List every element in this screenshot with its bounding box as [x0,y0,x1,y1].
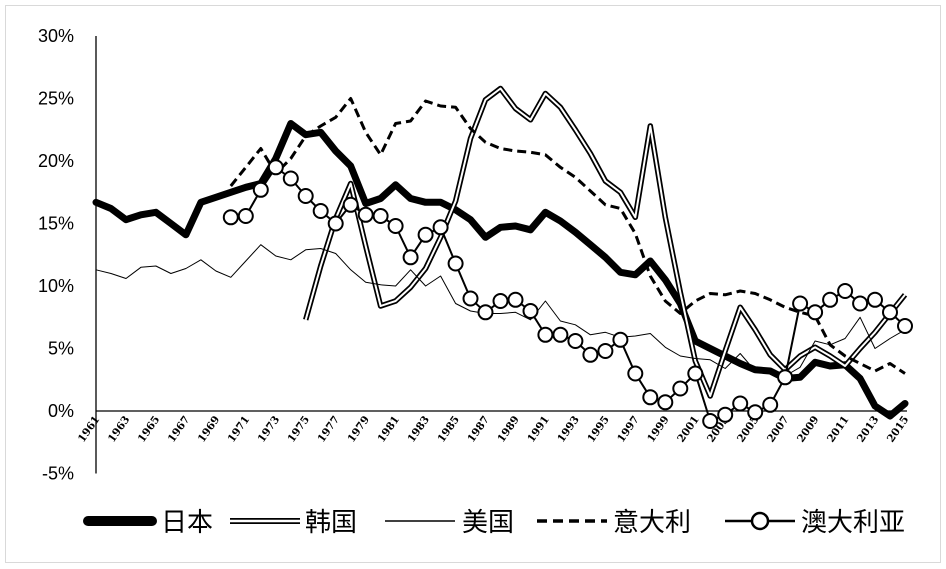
y-tick-label: 25% [38,89,74,109]
data-point-australia [807,304,824,321]
data-point-australia [297,188,314,204]
legend-label-korea: 韩国 [305,508,357,538]
data-point-australia [522,303,539,319]
legend-label-australia: 澳大利亚 [801,508,905,538]
data-point-australia [507,291,524,308]
data-point-australia [597,343,614,359]
y-tick-label: -5% [42,464,74,484]
data-point-australia [492,293,509,309]
data-point-australia [282,170,299,187]
data-point-australia [582,346,599,363]
data-point-australia [567,333,584,349]
data-point-australia [732,395,749,412]
data-point-australia [762,396,779,413]
data-point-australia [717,406,734,423]
y-tick-label: 10% [38,276,74,296]
data-point-australia [432,219,449,236]
legend-item-usa: 美国 [385,508,514,538]
series-line-italy [229,97,906,375]
series-japan [92,120,909,420]
y-tick-label: 20% [38,151,74,171]
data-point-australia [612,331,629,348]
data-point-australia [747,404,764,421]
legend-label-japan: 日本 [161,508,213,538]
data-point-australia [342,196,359,213]
data-point-australia [852,295,869,312]
data-point-australia [792,295,809,312]
data-point-australia [822,291,839,308]
data-point-australia [222,209,239,226]
data-point-australia [687,365,704,382]
data-point-australia [312,203,329,219]
series-line-usa [95,244,906,377]
data-point-australia [627,365,644,382]
data-point-australia [552,326,569,343]
data-point-australia [537,326,554,343]
data-point-australia [867,291,883,308]
data-point-australia [477,304,494,321]
plot-series [92,85,913,429]
y-axis-tick-labels: 30% 25% 20% 15% 10% 5% 0% -5% [38,26,74,484]
series-line-japan [92,120,909,420]
legend-item-australia: 澳大利亚 [725,508,905,538]
legend-item-japan: 日本 [83,508,213,538]
data-point-australia [372,208,389,224]
data-point-australia [642,389,659,406]
data-point-australia [267,159,284,176]
data-point-australia [327,215,344,232]
data-point-australia [417,226,434,243]
y-tick-label: 5% [48,339,74,359]
data-point-australia [897,318,913,334]
data-point-australia [252,181,269,198]
data-point-australia [387,218,404,234]
series-australia [222,159,913,429]
series-usa [95,244,906,377]
series-italy [229,97,906,375]
legend-label-italy: 意大利 [613,508,691,538]
legend-marker-australia [750,511,770,531]
data-point-australia [882,304,898,321]
legend-item-korea: 韩国 [230,508,357,538]
data-point-australia [357,206,374,223]
legend: 日本 韩国 美国 意大利 澳大利亚 [83,508,905,538]
legend-label-usa: 美国 [462,508,514,538]
series-line-korea-inner [304,87,906,397]
data-point-australia [672,380,689,397]
data-point-australia [837,283,854,299]
y-tick-label: 0% [48,401,74,421]
legend-item-italy: 意大利 [537,508,691,538]
data-point-australia [777,369,794,386]
data-point-australia [702,413,719,429]
data-point-australia [447,255,464,272]
chart-border [5,5,941,563]
y-tick-label: 30% [38,26,74,46]
data-point-australia [237,208,254,224]
y-tick-label: 15% [38,214,74,234]
series-korea [303,85,908,399]
data-point-australia [657,394,674,411]
data-point-australia [462,290,479,307]
series-line-australia [230,166,906,422]
data-point-australia [402,249,419,266]
